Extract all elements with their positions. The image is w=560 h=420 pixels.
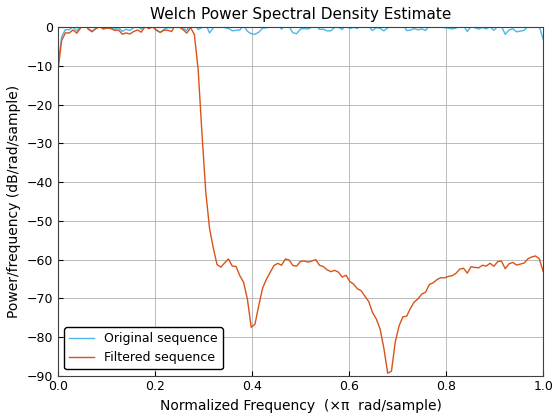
Line: Original sequence: Original sequence (58, 21, 543, 67)
Original sequence (172, 18, 179, 23)
Original sequence (54, 64, 61, 69)
Filtered sequence (312, 257, 319, 262)
Filtered sequence (445, 274, 452, 279)
Title: Welch Power Spectral Density Estimate: Welch Power Spectral Density Estimate (150, 7, 451, 22)
Line: Filtered sequence: Filtered sequence (58, 23, 543, 373)
Legend: Original sequence, Filtered sequence: Original sequence, Filtered sequence (64, 327, 223, 369)
Original sequence (312, 22, 319, 27)
Y-axis label: Power/frequency (dB/rad/sample): Power/frequency (dB/rad/sample) (7, 85, 21, 318)
Original sequence (540, 37, 547, 42)
Original sequence (191, 22, 198, 27)
Filtered sequence (540, 269, 547, 274)
Filtered sequence (384, 371, 391, 376)
Original sequence (441, 25, 448, 30)
X-axis label: Normalized Frequency  (×π  rad/sample): Normalized Frequency (×π rad/sample) (160, 399, 441, 413)
Original sequence (77, 24, 84, 29)
Filtered sequence (191, 32, 198, 37)
Filtered sequence (77, 25, 84, 30)
Filtered sequence (54, 68, 61, 74)
Filtered sequence (487, 261, 493, 266)
Original sequence (347, 26, 353, 31)
Filtered sequence (81, 21, 88, 26)
Original sequence (483, 26, 489, 32)
Filtered sequence (347, 279, 353, 284)
